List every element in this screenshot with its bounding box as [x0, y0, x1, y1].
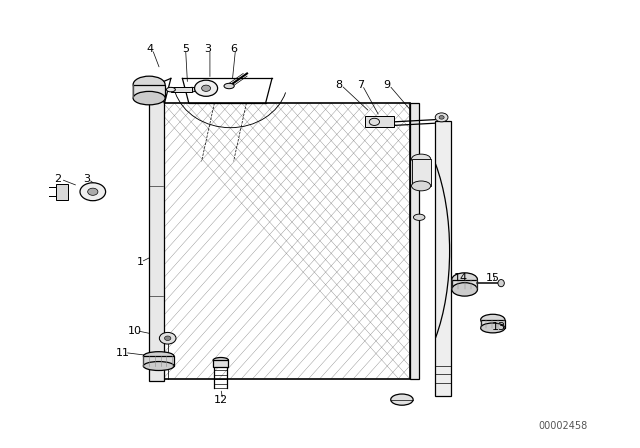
- Bar: [163, 103, 410, 379]
- Bar: [365, 116, 394, 127]
- Bar: [149, 101, 164, 381]
- Text: 15: 15: [486, 273, 500, 283]
- Ellipse shape: [143, 362, 174, 370]
- Text: 3: 3: [83, 174, 90, 184]
- Text: 6: 6: [230, 44, 237, 54]
- Text: 13: 13: [492, 322, 506, 332]
- Ellipse shape: [133, 91, 165, 105]
- Text: 9: 9: [383, 80, 391, 90]
- Ellipse shape: [452, 283, 477, 296]
- Text: 5: 5: [182, 44, 189, 54]
- Ellipse shape: [166, 87, 175, 92]
- Text: 7: 7: [356, 80, 364, 90]
- Bar: [410, 103, 419, 379]
- Bar: [133, 85, 165, 98]
- Circle shape: [202, 85, 211, 91]
- Circle shape: [435, 113, 448, 122]
- Ellipse shape: [481, 314, 505, 325]
- Circle shape: [88, 188, 98, 195]
- Circle shape: [164, 336, 171, 340]
- Ellipse shape: [224, 83, 234, 89]
- Ellipse shape: [133, 76, 165, 93]
- Ellipse shape: [412, 181, 431, 191]
- Text: 12: 12: [214, 395, 228, 405]
- Circle shape: [80, 183, 106, 201]
- Ellipse shape: [188, 87, 196, 92]
- Bar: [56, 184, 68, 200]
- Ellipse shape: [213, 358, 228, 363]
- Text: 8: 8: [335, 80, 343, 90]
- Bar: [143, 356, 174, 366]
- Text: 2: 2: [54, 174, 61, 184]
- Ellipse shape: [452, 273, 477, 286]
- Circle shape: [195, 80, 218, 96]
- Ellipse shape: [412, 154, 431, 164]
- Ellipse shape: [390, 394, 413, 405]
- Text: 1: 1: [138, 257, 144, 267]
- Text: 10: 10: [127, 326, 141, 336]
- Circle shape: [439, 116, 444, 119]
- Bar: [412, 159, 431, 186]
- Text: 00002458: 00002458: [539, 422, 588, 431]
- Text: 4: 4: [147, 44, 154, 54]
- Text: 3: 3: [205, 44, 211, 54]
- Bar: [452, 280, 477, 289]
- Text: 11: 11: [116, 348, 130, 358]
- Ellipse shape: [481, 323, 505, 333]
- Bar: [171, 87, 192, 92]
- Bar: [481, 320, 505, 328]
- Circle shape: [159, 332, 176, 344]
- Ellipse shape: [143, 352, 174, 361]
- Ellipse shape: [498, 280, 504, 287]
- Bar: [213, 360, 228, 367]
- Bar: [435, 121, 451, 396]
- Ellipse shape: [413, 214, 425, 220]
- Text: 14: 14: [454, 273, 468, 283]
